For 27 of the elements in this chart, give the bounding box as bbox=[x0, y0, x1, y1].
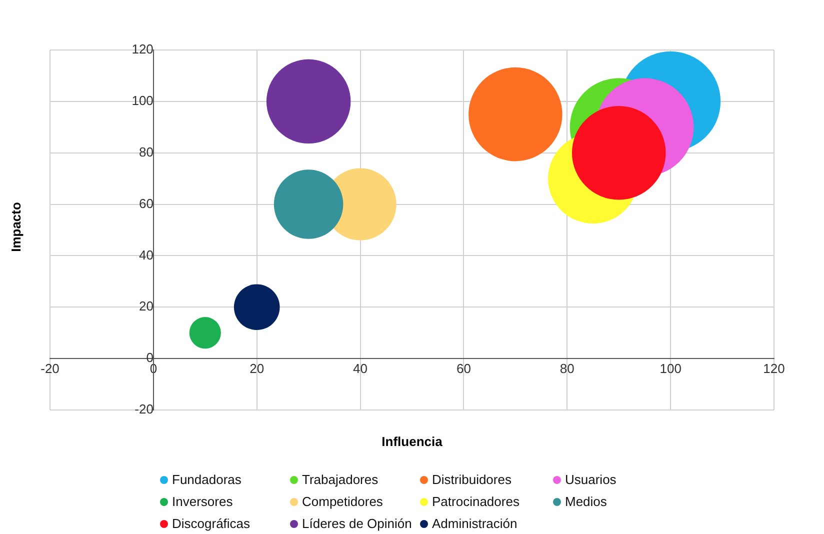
x-tick-label: 20 bbox=[250, 360, 264, 376]
x-tick-label: -20 bbox=[40, 360, 60, 376]
legend-label: Inversores bbox=[172, 494, 233, 509]
x-axis-title: Influencia bbox=[380, 434, 444, 449]
x-tick-label: 40 bbox=[353, 360, 368, 376]
legend-label: Fundadoras bbox=[172, 472, 242, 487]
legend-label: Trabajadores bbox=[302, 472, 378, 487]
x-tick-label: 80 bbox=[560, 360, 574, 376]
y-tick-label: 40 bbox=[138, 247, 154, 262]
legend-label: Distribuidores bbox=[432, 472, 512, 487]
y-tick-label: -20 bbox=[134, 402, 154, 417]
y-tick-label: 80 bbox=[138, 144, 154, 160]
legend-label: Líderes de Opinión bbox=[302, 516, 412, 531]
legend-label: Competidores bbox=[302, 494, 383, 509]
legend-label: Discográficas bbox=[172, 516, 250, 531]
y-axis-title: Impacto bbox=[8, 202, 24, 252]
y-tick-label: 20 bbox=[138, 298, 154, 314]
y-tick-label: 120 bbox=[132, 42, 154, 57]
y-tick-label: 60 bbox=[138, 196, 154, 211]
x-tick-label: 120 bbox=[763, 360, 785, 376]
x-tick-label: 100 bbox=[660, 360, 682, 376]
y-tick-label: 100 bbox=[132, 93, 154, 108]
legend-label: Patrocinadores bbox=[432, 494, 520, 509]
x-tick-label: 60 bbox=[456, 360, 471, 376]
legend-label: Usuarios bbox=[565, 472, 616, 487]
legend-label: Administración bbox=[432, 516, 518, 531]
legend-label: Medios bbox=[565, 494, 607, 509]
